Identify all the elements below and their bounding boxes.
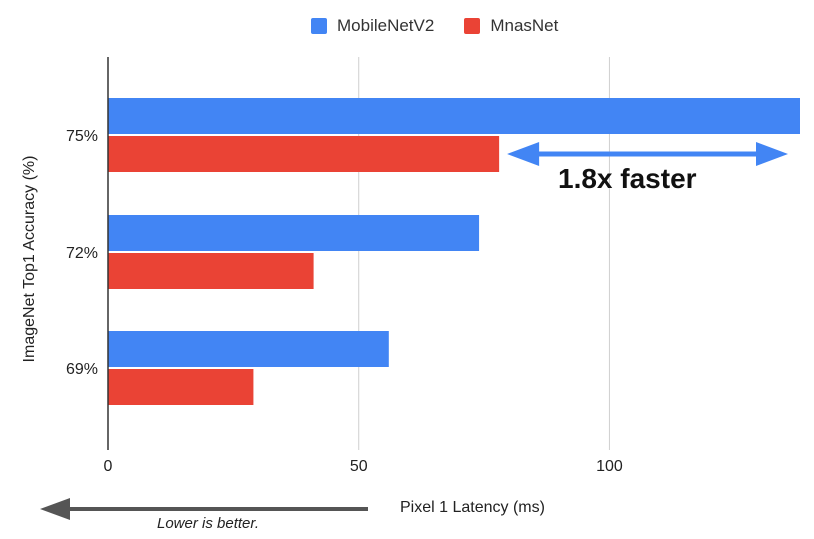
legend-item-mobilenetv2[interactable]: MobileNetV2	[311, 16, 434, 36]
lower-is-better-note: Lower is better.	[157, 515, 259, 532]
legend-swatch-mnasnet	[464, 18, 481, 34]
x-axis-title: Pixel 1 Latency (ms)	[400, 499, 545, 516]
y-tick-label-0: 75%	[66, 128, 98, 145]
x-tick-label-0: 0	[104, 458, 113, 475]
bar-mobilenetv2-2	[108, 331, 389, 367]
speedup-arrow-right-head	[756, 142, 788, 166]
lower-better-arrow-head	[40, 498, 70, 520]
legend-item-mnasnet[interactable]: MnasNet	[464, 16, 558, 36]
legend-label-mobilenetv2: MobileNetV2	[337, 16, 435, 35]
bar-mnasnet-2	[108, 369, 254, 405]
y-tick-label-2: 69%	[66, 361, 98, 378]
legend: MobileNetV2 MnasNet	[311, 15, 558, 37]
x-tick-label-1: 50	[350, 458, 368, 475]
bar-mobilenetv2-1	[108, 215, 480, 251]
bar-mobilenetv2-0	[108, 98, 800, 134]
x-tick-label-2: 100	[596, 458, 623, 475]
legend-swatch-mobilenetv2	[311, 18, 327, 34]
speedup-arrow-left-head	[507, 142, 540, 166]
legend-label-mnasnet: MnasNet	[490, 16, 559, 35]
bar-mnasnet-0	[108, 136, 500, 172]
bar-mnasnet-1	[108, 253, 314, 289]
y-tick-label-1: 72%	[66, 245, 98, 262]
y-axis-title: ImageNet Top1 Accuracy (%)	[21, 155, 38, 363]
speedup-annotation: 1.8x faster	[558, 163, 697, 194]
